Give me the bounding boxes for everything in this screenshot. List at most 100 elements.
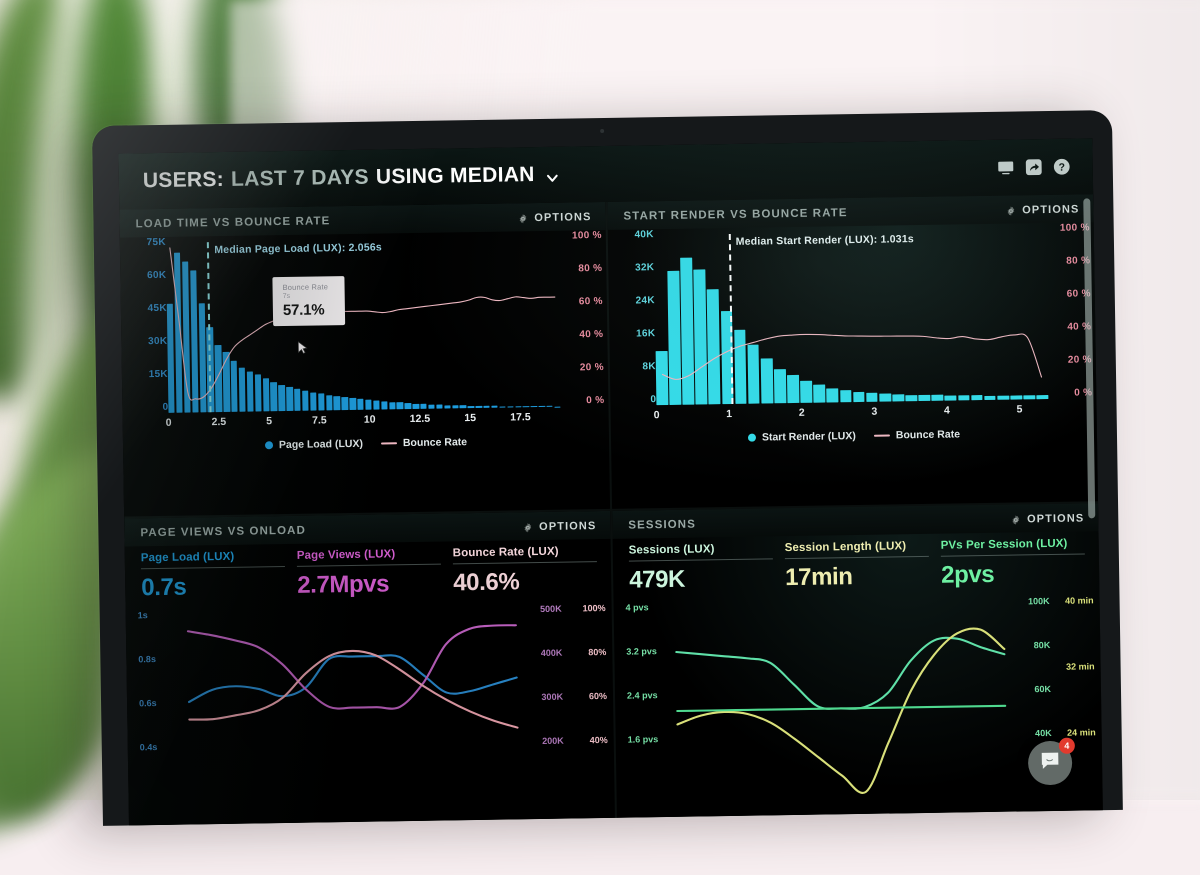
legend-item-line: Bounce Rate bbox=[381, 436, 467, 449]
legend-label: Start Render (LUX) bbox=[762, 430, 856, 443]
panel-title: START RENDER VS BOUNCE RATE bbox=[623, 207, 847, 223]
line-series-group bbox=[188, 600, 518, 755]
x-axis-tick-label: 5 bbox=[1017, 403, 1023, 415]
line-series bbox=[188, 625, 517, 712]
metric-value: 40.6% bbox=[453, 567, 597, 597]
metric-card: Page Views (LUX)2.7Mpvs bbox=[297, 548, 442, 600]
options-label: OPTIONS bbox=[539, 520, 596, 533]
axis-tick-label: 0.4s bbox=[140, 741, 194, 752]
axis-tick-label: 4 pvs bbox=[626, 602, 680, 613]
legend-dash-icon bbox=[874, 434, 890, 437]
line-series bbox=[188, 653, 517, 702]
metric-card: PVs Per Session (LUX)2pvs bbox=[941, 537, 1086, 589]
line-series bbox=[677, 706, 1005, 711]
options-button[interactable]: OPTIONS bbox=[1010, 512, 1084, 525]
x-axis-tick-label: 0 bbox=[654, 409, 660, 421]
axis-tick-label: 40K bbox=[1008, 728, 1052, 739]
page-title: USERS: LAST 7 DAYS USING MEDIAN bbox=[143, 163, 560, 194]
axis-tick-label: 80% bbox=[562, 647, 606, 658]
axis-tick-label: 0 bbox=[128, 402, 168, 414]
y-axis-bounce-rate: 100%80%60%40% bbox=[562, 603, 608, 746]
metric-value: 2.7Mpvs bbox=[297, 570, 441, 600]
metric-card: Session Length (LUX)17min bbox=[785, 540, 930, 592]
options-button[interactable]: OPTIONS bbox=[1005, 204, 1079, 217]
gear-icon bbox=[522, 522, 533, 533]
axis-tick-label: 0 % bbox=[564, 395, 604, 407]
axis-tick-label: 24 min bbox=[1052, 727, 1096, 738]
bounce-rate-line bbox=[166, 237, 561, 413]
gear-icon bbox=[517, 213, 528, 224]
tooltip-subtitle: 7s bbox=[283, 292, 336, 302]
options-button[interactable]: OPTIONS bbox=[517, 211, 591, 224]
chevron-down-icon[interactable] bbox=[545, 167, 560, 182]
svg-text:?: ? bbox=[1058, 161, 1065, 173]
options-button[interactable]: OPTIONS bbox=[522, 520, 596, 533]
x-axis-tick-label: 3 bbox=[871, 406, 877, 418]
legend-item-bars: Start Render (LUX) bbox=[748, 430, 856, 444]
axis-tick-label: 300K bbox=[519, 692, 563, 703]
axis-tick-label: 75K bbox=[126, 237, 166, 249]
chart-legend: Start Render (LUX) Bounce Rate bbox=[611, 426, 1097, 446]
axis-tick-label: 500K bbox=[518, 604, 562, 615]
panel-title: PAGE VIEWS VS ONLOAD bbox=[140, 525, 306, 540]
axis-tick-label: 2.4 pvs bbox=[627, 690, 681, 701]
x-axis-tick-label: 15 bbox=[464, 412, 476, 424]
x-axis-tick-label: 12.5 bbox=[410, 413, 431, 425]
chart-tooltip: Bounce Rate 7s 57.1% bbox=[272, 276, 345, 327]
page-title-prefix: USERS: bbox=[143, 168, 225, 193]
monitor-icon[interactable] bbox=[997, 159, 1015, 177]
axis-tick-label: 0.6s bbox=[139, 697, 193, 708]
x-axis-tick-label: 0 bbox=[166, 417, 172, 429]
axis-tick-label: 20 % bbox=[564, 362, 604, 374]
options-label: OPTIONS bbox=[534, 211, 591, 224]
legend-item-bars: Page Load (LUX) bbox=[265, 438, 363, 452]
metric-value: 2pvs bbox=[941, 559, 1085, 589]
metric-card: Bounce Rate (LUX)40.6% bbox=[453, 545, 598, 597]
plot-area bbox=[675, 593, 1005, 748]
axis-tick-label: 80K bbox=[1006, 640, 1050, 651]
axis-tick-label: 60K bbox=[126, 270, 166, 282]
metric-value: 0.7s bbox=[141, 572, 285, 602]
line-series bbox=[676, 628, 1007, 796]
axis-tick-label: 24K bbox=[615, 295, 655, 307]
axis-tick-label: 1s bbox=[138, 609, 192, 620]
axis-tick-label: 60 % bbox=[563, 296, 603, 308]
help-icon[interactable]: ? bbox=[1053, 158, 1071, 176]
legend-item-line: Bounce Rate bbox=[874, 428, 960, 441]
axis-tick-label: 40 min bbox=[1050, 595, 1094, 606]
plot-area: Median Start Render (LUX): 1.031s bbox=[654, 229, 1049, 405]
metric-card: Page Load (LUX)0.7s bbox=[141, 550, 286, 602]
gear-icon bbox=[1010, 514, 1021, 525]
tooltip-title: Bounce Rate bbox=[282, 282, 335, 292]
x-axis-tick-label: 10 bbox=[364, 414, 376, 426]
x-axis-tick-label: 17.5 bbox=[510, 411, 531, 423]
legend-label: Bounce Rate bbox=[403, 436, 467, 449]
panel-start-render-vs-bounce-rate: START RENDER VS BOUNCE RATE OPTIONS 40K 3… bbox=[607, 194, 1098, 509]
chat-bubble-icon bbox=[1039, 749, 1061, 776]
page-title-range: LAST 7 DAYS bbox=[231, 166, 369, 192]
x-axis-tick-label: 5 bbox=[266, 415, 272, 427]
options-label: OPTIONS bbox=[1027, 512, 1084, 525]
x-axis-tick-label: 2 bbox=[799, 407, 805, 419]
page-title-suffix: USING MEDIAN bbox=[376, 163, 535, 189]
axis-tick-label: 40% bbox=[564, 735, 608, 746]
axis-tick-label: 3.2 pvs bbox=[626, 646, 680, 657]
share-icon[interactable] bbox=[1025, 158, 1043, 176]
axis-tick-label: 40K bbox=[614, 229, 654, 241]
cursor-icon bbox=[297, 341, 308, 355]
webcam-icon bbox=[600, 129, 604, 133]
plot-area: Median Page Load (LUX): 2.056s bbox=[166, 237, 561, 413]
laptop-screen: USERS: LAST 7 DAYS USING MEDIAN ? bbox=[118, 138, 1102, 825]
line-series bbox=[676, 637, 1005, 712]
legend-dash-icon bbox=[381, 442, 397, 445]
metric-value: 17min bbox=[785, 562, 929, 592]
gear-icon bbox=[1005, 205, 1016, 216]
